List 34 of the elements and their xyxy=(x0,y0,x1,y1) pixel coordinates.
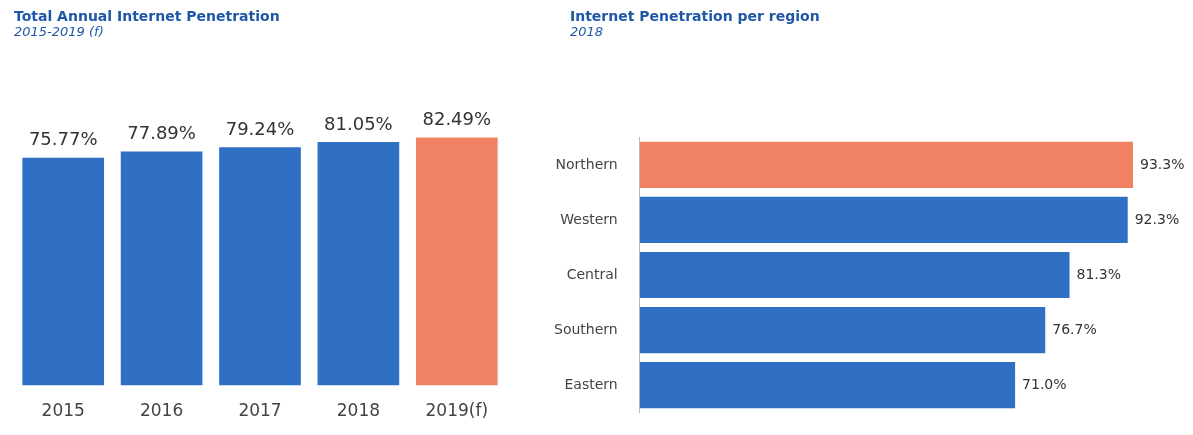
x-tick-label: 2015 xyxy=(41,400,85,421)
bar xyxy=(639,196,1128,244)
bar xyxy=(219,147,301,386)
y-tick-label: Eastern xyxy=(564,375,618,392)
bar xyxy=(120,151,203,386)
chart-subtitle: 2015-2019 (f) xyxy=(14,24,105,39)
data-label: 92.3% xyxy=(1134,210,1180,227)
bar xyxy=(22,157,105,386)
bar xyxy=(639,251,1070,299)
bar xyxy=(639,306,1046,354)
bar xyxy=(317,141,400,386)
data-label: 82.49% xyxy=(422,108,492,130)
data-label: 79.24% xyxy=(225,118,295,140)
data-label: 93.3% xyxy=(1140,155,1185,172)
data-label: 81.3% xyxy=(1076,265,1122,282)
y-tick-label: Western xyxy=(560,210,618,227)
y-tick-label: Northern xyxy=(555,155,618,172)
chart-subtitle: 2018 xyxy=(570,24,605,39)
x-tick-label: 2017 xyxy=(238,400,282,421)
y-tick-label: Southern xyxy=(554,320,618,337)
chart-title: Total Annual Internet Penetration xyxy=(14,8,281,24)
data-label: 77.89% xyxy=(127,122,196,144)
data-label: 71.0% xyxy=(1022,375,1067,392)
data-label: 81.05% xyxy=(324,112,393,134)
x-tick-label: 2016 xyxy=(139,400,184,421)
x-tick-label: 2018 xyxy=(336,400,381,421)
data-label: 76.7% xyxy=(1052,320,1097,337)
y-tick-label: Central xyxy=(566,265,618,282)
x-tick-label: 2019(f) xyxy=(425,400,489,421)
data-label: 75.77% xyxy=(28,128,98,150)
chart-title: Internet Penetration per region xyxy=(570,8,821,24)
bar xyxy=(639,361,1016,409)
bar xyxy=(639,141,1133,189)
bar xyxy=(415,137,498,386)
